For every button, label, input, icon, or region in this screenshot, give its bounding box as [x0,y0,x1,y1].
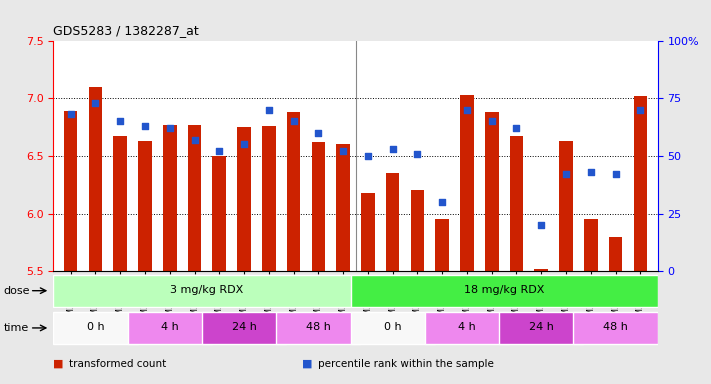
Point [560,171,572,177]
Bar [584,219,598,271]
Text: 18 mg/kg RDX: 18 mg/kg RDX [464,285,545,295]
Point [362,153,373,159]
Point [114,118,126,124]
Point [238,141,250,147]
Bar [361,193,375,271]
Bar [485,112,498,271]
Text: 0 h: 0 h [87,322,105,332]
Text: GDS5283 / 1382287_at: GDS5283 / 1382287_at [53,24,199,37]
Bar [89,87,102,271]
Bar [64,111,77,271]
Point [387,146,398,152]
Point [486,118,498,124]
Point [263,107,274,113]
Text: 24 h: 24 h [529,322,554,332]
Bar [435,219,449,271]
Bar [237,127,251,271]
Bar [277,312,360,344]
Point [139,123,151,129]
Bar [163,125,176,271]
Text: 4 h: 4 h [458,322,476,332]
Text: transformed count: transformed count [69,359,166,369]
Bar [128,312,212,344]
Text: 48 h: 48 h [306,322,331,332]
Bar [287,112,300,271]
Text: 4 h: 4 h [161,322,178,332]
Text: 3 mg/kg RDX: 3 mg/kg RDX [170,285,243,295]
Bar [202,312,286,344]
Point [65,111,76,118]
Bar [138,141,151,271]
Bar [425,312,509,344]
Text: 48 h: 48 h [603,322,628,332]
Point [288,118,299,124]
Bar [574,312,658,344]
Point [90,100,101,106]
Text: ■: ■ [53,359,64,369]
Bar [213,156,226,271]
Bar [499,312,583,344]
Bar [262,126,276,271]
Point [461,107,473,113]
Bar [386,173,400,271]
Point [412,151,423,157]
Bar [311,142,325,271]
Bar [460,95,474,271]
Bar [188,125,201,271]
Text: dose: dose [4,286,30,296]
Text: 0 h: 0 h [384,322,402,332]
Point [313,130,324,136]
Point [635,107,646,113]
Point [535,222,547,228]
Bar [53,275,360,306]
Point [164,125,176,131]
Bar [510,136,523,271]
Point [510,125,522,131]
Bar [336,144,350,271]
Bar [113,136,127,271]
Point [437,199,448,205]
Point [189,137,201,143]
Bar [535,269,548,271]
Point [338,148,349,154]
Bar [634,96,647,271]
Point [213,148,225,154]
Bar [609,237,622,271]
Point [585,169,597,175]
Text: ■: ■ [302,359,313,369]
Bar [411,190,424,271]
Bar [351,312,434,344]
Bar [53,312,137,344]
Text: percentile rank within the sample: percentile rank within the sample [318,359,493,369]
Text: time: time [4,323,29,333]
Bar [351,275,658,306]
Text: 24 h: 24 h [232,322,257,332]
Point [610,171,621,177]
Bar [560,141,573,271]
